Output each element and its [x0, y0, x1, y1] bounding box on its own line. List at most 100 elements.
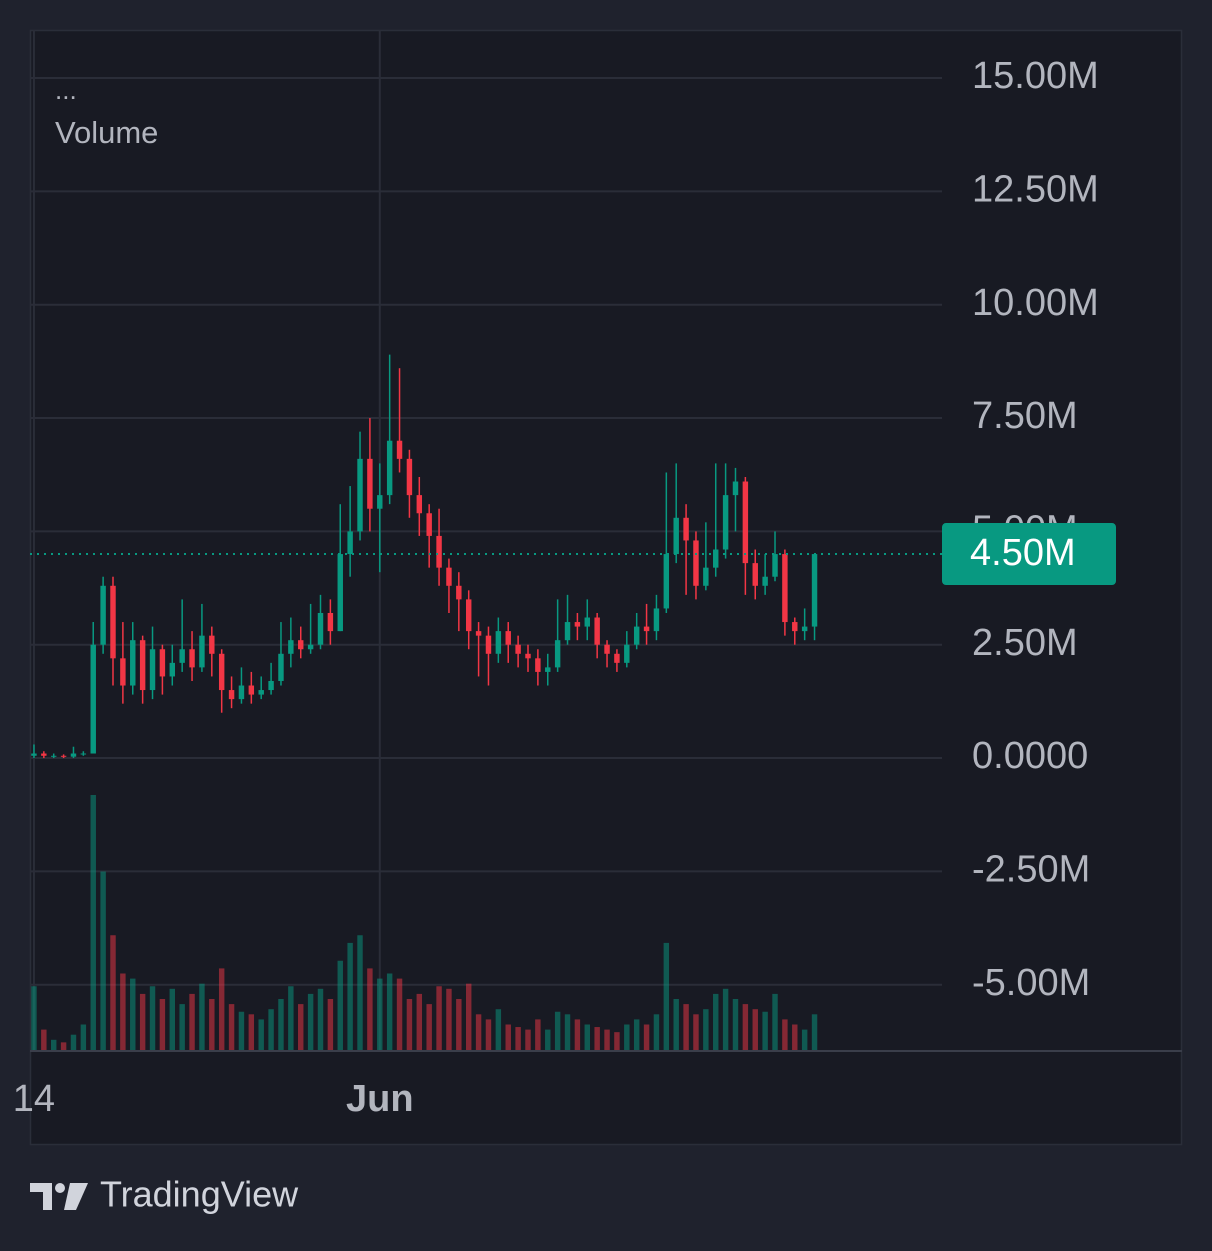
candle-body — [278, 653, 284, 681]
candle-body — [554, 640, 561, 668]
candle-body — [248, 685, 255, 695]
candle-body — [535, 658, 541, 672]
candle-body — [752, 563, 758, 586]
brand-name: TradingView — [100, 1174, 299, 1215]
volume-bar — [801, 1029, 808, 1050]
candle-body — [41, 753, 47, 756]
volume-bar — [377, 978, 383, 1050]
price-label-box — [942, 523, 1116, 586]
candle-body — [130, 640, 136, 686]
candle-body — [505, 631, 511, 645]
volume-bar — [238, 1011, 245, 1050]
volume-bar — [386, 973, 393, 1050]
volume-bar — [90, 795, 96, 1050]
volume-bar — [564, 1014, 571, 1050]
volume-bar — [209, 999, 215, 1050]
candle-body — [327, 612, 334, 632]
candle-body — [683, 517, 689, 541]
volume-bar — [218, 968, 225, 1050]
volume-bar — [762, 1011, 768, 1050]
candle-body — [396, 440, 403, 459]
volume-bar — [367, 968, 373, 1050]
candle-body — [80, 753, 87, 755]
volume-bar — [80, 1024, 87, 1050]
candle-body — [416, 495, 423, 514]
volume-bar — [554, 1011, 561, 1050]
candle-body — [475, 631, 482, 636]
candle-body — [643, 626, 650, 632]
candle-body — [465, 599, 472, 632]
y-tick-label: 12.50M — [972, 168, 1099, 210]
candle-body — [456, 585, 462, 600]
candle-body — [288, 640, 294, 654]
candle-body — [653, 608, 660, 632]
volume-bar — [456, 999, 462, 1050]
candle-body — [377, 495, 383, 509]
legend-dots: ... — [55, 75, 77, 105]
candle-body — [742, 481, 749, 564]
volume-bar — [347, 942, 353, 1050]
candle-body — [633, 626, 640, 645]
y-tick-label: 15.00M — [972, 55, 1099, 97]
candle-body — [60, 755, 67, 757]
volume-bar — [70, 1034, 77, 1050]
volume-bar — [337, 960, 343, 1050]
volume-bar — [703, 1009, 709, 1050]
volume-bar — [673, 999, 679, 1050]
candle-body — [584, 617, 590, 627]
candle-body — [515, 644, 521, 654]
candle-body — [268, 680, 274, 691]
brand-logo — [30, 1183, 88, 1210]
x-tick-label: 14 — [13, 1078, 55, 1120]
candle-body — [732, 481, 739, 496]
volume-bar — [31, 986, 37, 1050]
candle-body — [70, 753, 77, 757]
candle-body — [110, 585, 116, 659]
candle-body — [722, 495, 729, 550]
candle-body — [426, 513, 432, 536]
candle-body — [179, 649, 185, 663]
candle-body — [307, 644, 314, 650]
candle-body — [495, 631, 502, 654]
y-tick-label: 10.00M — [972, 282, 1099, 324]
candle-body — [199, 635, 205, 668]
candle-body — [406, 458, 413, 496]
volume-bar — [653, 1014, 660, 1050]
candle-body — [159, 649, 166, 677]
volume-bar — [792, 1024, 798, 1050]
volume-bar — [772, 993, 778, 1050]
volume-bar — [663, 942, 670, 1050]
chart-frame — [29, 29, 1183, 1146]
candle-body — [624, 644, 630, 663]
candle-body — [347, 531, 353, 555]
volume-bar — [327, 999, 334, 1050]
candle-body — [238, 685, 245, 700]
grid — [30, 30, 942, 1050]
volume-bar — [574, 1019, 581, 1050]
volume-bar — [535, 1019, 541, 1050]
volume-bar — [545, 1029, 551, 1050]
x-tick-label: Jun — [346, 1078, 414, 1120]
volume-bar — [633, 1019, 640, 1050]
candle-body — [574, 622, 581, 627]
candle-body — [31, 753, 37, 756]
candle-body — [564, 622, 571, 641]
candle-body — [90, 644, 96, 754]
candle-body — [614, 653, 620, 663]
candle-body — [218, 653, 225, 691]
volume-bar — [525, 1029, 531, 1050]
volume-bar — [268, 1009, 274, 1050]
volume-bar — [713, 993, 719, 1050]
volume-bar — [317, 988, 324, 1050]
candle-body — [525, 653, 531, 659]
candle-body — [801, 626, 808, 632]
legend-label: Volume — [55, 115, 158, 150]
candle-body — [149, 649, 156, 691]
volume-bar — [288, 986, 294, 1050]
candle-body — [298, 640, 304, 650]
candle-body — [386, 440, 393, 496]
volume-bar — [357, 935, 363, 1050]
candle-body — [50, 755, 57, 757]
volume-bar — [169, 988, 176, 1050]
candle-body — [337, 554, 343, 632]
